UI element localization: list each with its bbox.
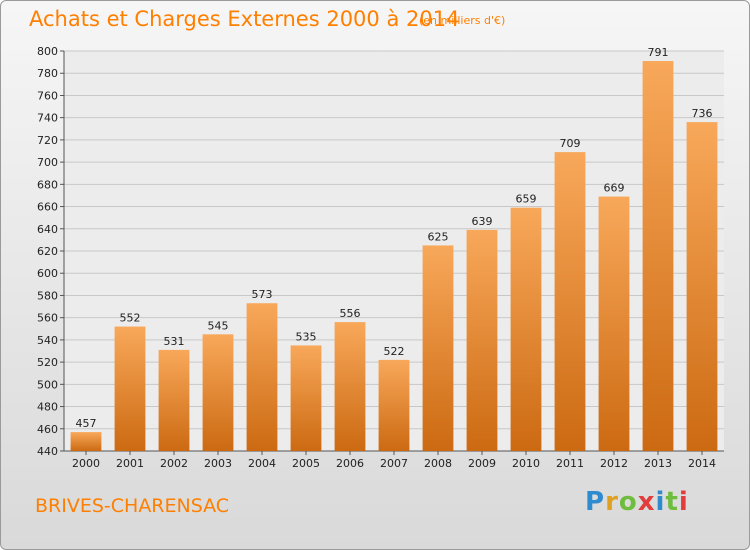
value-label-2001: 552	[120, 312, 141, 325]
y-tick-label: 720	[37, 134, 58, 147]
labels: 440 460 480 500 520 540 560 580 600 620 640 660 680 7…	[37, 45, 716, 470]
x-tick-label-2010: 2010	[512, 457, 540, 470]
y-tick-label: 780	[37, 67, 58, 80]
y-tick-label: 460	[37, 423, 58, 436]
bar-2014	[686, 122, 718, 451]
y-tick-label: 700	[37, 156, 58, 169]
bar-2004	[246, 303, 278, 451]
bar-2002	[158, 349, 190, 451]
commune-name: BRIVES-CHARENSAC	[35, 495, 230, 517]
x-tick-label-2001: 2001	[116, 457, 144, 470]
bar-2011	[554, 152, 586, 451]
y-tick-label: 580	[37, 289, 58, 302]
value-label-2013: 791	[648, 46, 669, 59]
x-tick-label-2003: 2003	[204, 457, 232, 470]
y-tick-label: 760	[37, 89, 58, 102]
value-label-2003: 545	[208, 319, 229, 332]
bar-2001	[114, 326, 146, 451]
value-label-2005: 535	[296, 330, 317, 343]
y-tick-label: 520	[37, 356, 58, 369]
bar-2012	[598, 196, 630, 451]
logo-letter: t	[665, 487, 679, 517]
x-tick-label-2004: 2004	[248, 457, 276, 470]
y-tick-label: 600	[37, 267, 58, 280]
logo-letter: r	[605, 487, 619, 517]
bar-2003	[202, 334, 234, 451]
bar-2007	[378, 359, 410, 451]
value-label-2014: 736	[692, 107, 713, 120]
y-tick-label: 540	[37, 334, 58, 347]
bars	[70, 61, 718, 451]
value-label-2008: 625	[428, 230, 449, 243]
x-tick-label-2011: 2011	[556, 457, 584, 470]
proxiti-logo: Proxiti	[585, 487, 689, 517]
value-label-2007: 522	[384, 345, 405, 358]
bar-2008	[422, 245, 454, 451]
x-tick-label-2002: 2002	[160, 457, 188, 470]
bar-2013	[642, 61, 674, 451]
y-tick-label: 740	[37, 112, 58, 125]
value-label-2004: 573	[252, 288, 273, 301]
chart-unit: (en milliers d'€)	[419, 14, 506, 27]
bar-2005	[290, 345, 322, 451]
y-tick-label: 640	[37, 223, 58, 236]
logo-letter: x	[637, 487, 656, 517]
x-tick-label-2007: 2007	[380, 457, 408, 470]
x-tick-label-2006: 2006	[336, 457, 364, 470]
x-tick-label-2009: 2009	[468, 457, 496, 470]
x-tick-label-2000: 2000	[72, 457, 100, 470]
bar-2010	[510, 207, 542, 451]
value-label-2012: 669	[604, 182, 625, 195]
x-tick-label-2013: 2013	[644, 457, 672, 470]
chart-title: Achats et Charges Externes 2000 à 2014	[29, 7, 460, 31]
y-tick-label: 480	[37, 401, 58, 414]
y-tick-label: 440	[37, 445, 58, 458]
bar-2009	[466, 229, 498, 451]
x-tick-label-2008: 2008	[424, 457, 452, 470]
value-label-2002: 531	[164, 335, 185, 348]
y-tick-label: 660	[37, 201, 58, 214]
logo-letter: o	[618, 487, 638, 517]
value-label-2000: 457	[76, 417, 97, 430]
y-tick-label: 560	[37, 312, 58, 325]
bar-2000	[70, 432, 102, 451]
x-tick-label-2012: 2012	[600, 457, 628, 470]
logo-letter: i	[678, 487, 689, 517]
value-label-2009: 639	[472, 215, 493, 228]
value-label-2011: 709	[560, 137, 581, 150]
x-tick-label-2005: 2005	[292, 457, 320, 470]
y-tick-label: 620	[37, 245, 58, 258]
y-tick-label: 800	[37, 45, 58, 58]
logo-letter: P	[585, 487, 606, 517]
value-label-2010: 659	[516, 193, 537, 206]
bar-2006	[334, 322, 366, 451]
x-tick-label-2014: 2014	[688, 457, 716, 470]
logo-letter: i	[655, 487, 666, 517]
y-tick-label: 500	[37, 378, 58, 391]
value-label-2006: 556	[340, 307, 361, 320]
y-tick-label: 680	[37, 178, 58, 191]
